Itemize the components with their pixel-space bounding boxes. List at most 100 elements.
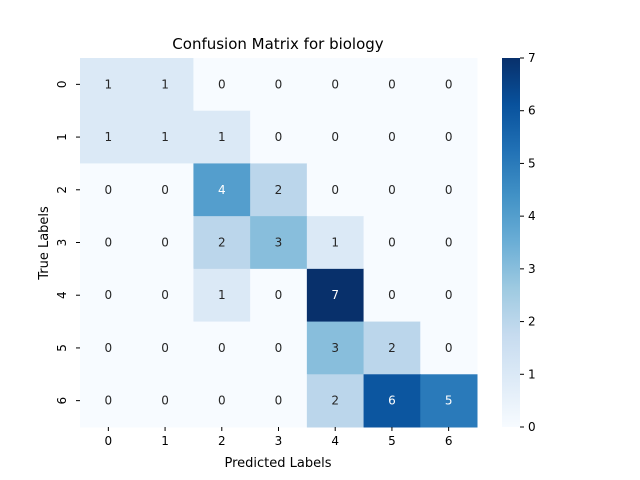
heatmap-cell	[363, 321, 421, 375]
colorbar-tick-label: 6	[528, 104, 536, 118]
colorbar-tick-label: 0	[528, 420, 536, 434]
heatmap-cell	[306, 374, 365, 428]
heatmap-cell	[193, 216, 251, 270]
heatmap-cell	[80, 110, 138, 164]
cell-value-label: 0	[161, 394, 169, 408]
cell-value-label: 3	[275, 236, 283, 250]
cell-value-label: 0	[161, 236, 169, 250]
cell-value-label: 0	[218, 394, 226, 408]
heatmap-cell	[306, 163, 365, 217]
cell-value-label: 1	[331, 236, 339, 250]
heatmap-cell	[306, 216, 365, 270]
y-tick-label: 4	[55, 291, 69, 299]
cell-value-label: 0	[275, 341, 283, 355]
heatmap-cell	[306, 110, 365, 164]
x-axis-label: Predicted Labels	[224, 456, 331, 471]
cell-value-label: 0	[161, 288, 169, 302]
heatmap-cell	[80, 268, 138, 323]
cell-value-label: 0	[218, 77, 226, 91]
cell-value-label: 0	[445, 341, 453, 355]
heatmap-cell	[306, 321, 365, 375]
cell-value-label: 0	[161, 341, 169, 355]
cell-value-label: 0	[275, 288, 283, 302]
heatmap-cell	[193, 268, 251, 323]
cell-value-label: 1	[105, 130, 113, 144]
cell-value-label: 0	[388, 288, 396, 302]
heatmap-cell	[363, 58, 421, 112]
cell-value-label: 0	[388, 236, 396, 250]
heatmap-cell	[420, 163, 478, 217]
cell-value-label: 7	[331, 288, 339, 302]
cell-value-label: 5	[445, 394, 453, 408]
heatmap-cell	[136, 374, 194, 428]
cell-value-label: 0	[445, 236, 453, 250]
heatmap-cell	[136, 110, 194, 164]
x-tick-label: 0	[105, 434, 113, 448]
colorbar-tick-label: 3	[528, 262, 536, 276]
cell-value-label: 1	[105, 77, 113, 91]
y-axis-label: True Labels	[37, 206, 52, 281]
heatmap-cell	[420, 374, 478, 428]
cell-value-label: 0	[105, 341, 113, 355]
heatmap-cell	[363, 216, 421, 270]
cell-value-label: 1	[161, 130, 169, 144]
cell-value-label: 0	[388, 130, 396, 144]
heatmap-cell	[136, 163, 194, 217]
cell-value-label: 6	[388, 394, 396, 408]
heatmap-cell	[80, 321, 138, 375]
colorbar-tick-label: 7	[528, 51, 536, 65]
chart-title: Confusion Matrix for biology	[172, 35, 384, 53]
heatmap-cell	[363, 110, 421, 164]
x-tick-label: 5	[388, 434, 396, 448]
cell-value-label: 0	[275, 130, 283, 144]
heatmap-cell	[250, 163, 308, 217]
heatmap-cell	[193, 374, 251, 428]
x-tick-label: 6	[445, 434, 453, 448]
heatmap-cell	[306, 268, 365, 323]
heatmap-cell	[420, 110, 478, 164]
colorbar-ticks: 0 1 2 3 4 5 6 7	[520, 51, 536, 434]
x-tick-label: 3	[275, 434, 283, 448]
cell-value-label: 2	[331, 394, 339, 408]
colorbar-tick-label: 1	[528, 367, 536, 381]
heatmap-cell	[420, 216, 478, 270]
heatmap-cell	[250, 110, 308, 164]
colorbar-tick-label: 4	[528, 209, 536, 223]
cell-value-label: 0	[445, 183, 453, 197]
cell-value-label: 0	[388, 77, 396, 91]
cell-value-label: 2	[218, 236, 226, 250]
cell-value-label: 2	[388, 341, 396, 355]
cell-value-label: 0	[331, 130, 339, 144]
heatmap-cell	[250, 374, 308, 428]
heatmap-cell	[80, 216, 138, 270]
cell-value-label: 0	[105, 288, 113, 302]
heatmap-cell	[363, 163, 421, 217]
heatmap-cell	[193, 58, 251, 112]
heatmap-cell	[250, 216, 308, 270]
colorbar-tick-label: 2	[528, 315, 536, 329]
heatmap-cells: 1 1 0 0 0 0 0 1 1 1 0 0 0 0 0 0 4 2 0 0 0 0 0 2 3 1 0 0 0 0 1 0 7 0 0 0 0 0 0 3…	[80, 58, 478, 428]
cell-value-label: 0	[331, 183, 339, 197]
heatmap-cell	[136, 216, 194, 270]
heatmap-cell	[250, 58, 308, 112]
cell-value-label: 0	[445, 288, 453, 302]
heatmap-cell	[193, 321, 251, 375]
cell-value-label: 0	[218, 341, 226, 355]
heatmap-cell	[420, 58, 478, 112]
heatmap-cell	[80, 58, 138, 112]
cell-value-label: 0	[445, 130, 453, 144]
y-tick-label: 0	[55, 81, 69, 89]
y-axis-ticks: 0 1 2 3 4 5 6	[55, 81, 80, 405]
cell-value-label: 0	[331, 77, 339, 91]
heatmap-cell	[420, 321, 478, 375]
heatmap-cell	[80, 163, 138, 217]
y-tick-label: 5	[55, 344, 69, 352]
cell-value-label: 1	[161, 77, 169, 91]
heatmap-cell	[363, 268, 421, 323]
heatmap-cell	[193, 110, 251, 164]
cell-value-label: 0	[445, 77, 453, 91]
y-tick-label: 6	[55, 397, 69, 405]
cell-value-label: 0	[161, 183, 169, 197]
cell-value-label: 0	[275, 394, 283, 408]
cell-value-label: 0	[275, 77, 283, 91]
